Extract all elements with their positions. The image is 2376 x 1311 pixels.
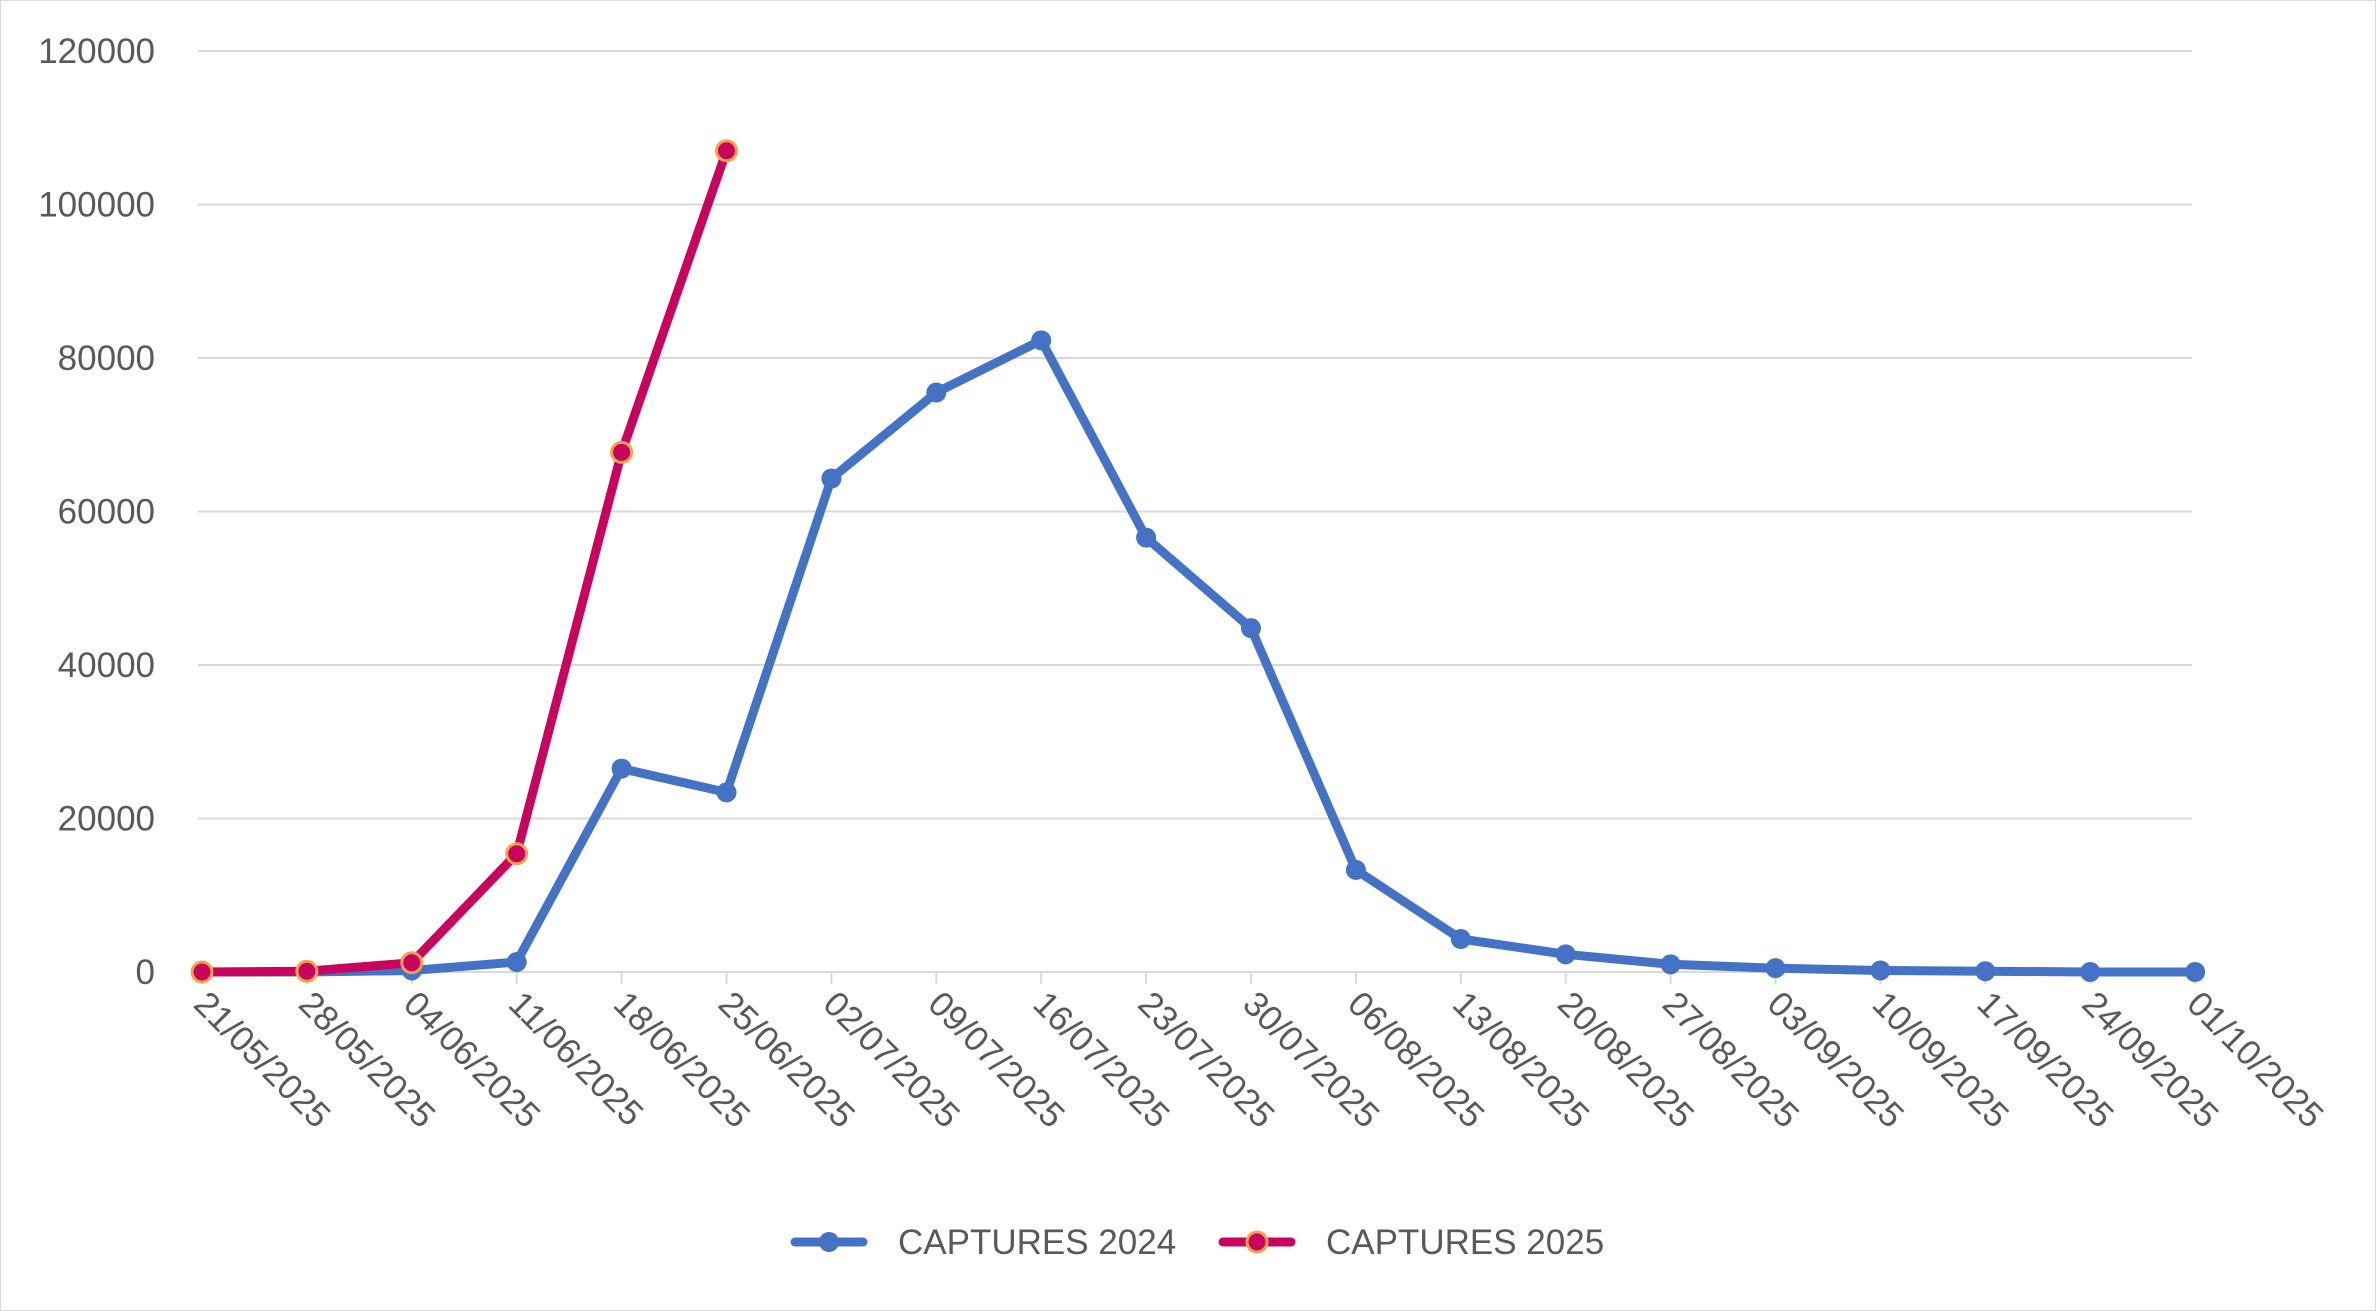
legend: CAPTURES 2024 CAPTURES 2025 bbox=[790, 1223, 1604, 1262]
data-point bbox=[1136, 527, 1157, 548]
x-axis-tick-labels: 21/05/202528/05/202504/06/202511/06/2025… bbox=[186, 972, 2331, 1136]
data-point bbox=[821, 468, 842, 489]
data-point bbox=[611, 758, 632, 779]
data-point bbox=[2080, 962, 2101, 982]
legend-swatch-marker bbox=[819, 1232, 839, 1252]
data-point bbox=[1870, 960, 1891, 981]
legend-label: CAPTURES 2024 bbox=[898, 1223, 1176, 1262]
legend-item: CAPTURES 2025 bbox=[1218, 1223, 1604, 1262]
data-point bbox=[926, 382, 947, 403]
data-point bbox=[506, 952, 527, 973]
series-layer bbox=[190, 139, 2206, 984]
data-point bbox=[400, 951, 424, 975]
series-2 bbox=[190, 139, 738, 984]
data-point bbox=[610, 440, 634, 464]
series-line bbox=[197, 335, 2200, 977]
y-tick-label: 120000 bbox=[38, 32, 155, 71]
data-point bbox=[1345, 859, 1366, 880]
data-point bbox=[1975, 961, 1996, 982]
data-point bbox=[716, 782, 737, 803]
y-tick-label: 80000 bbox=[58, 339, 155, 378]
data-point bbox=[1450, 928, 1471, 949]
y-tick-label: 0 bbox=[136, 953, 155, 992]
data-point bbox=[2185, 962, 2206, 982]
legend-label: CAPTURES 2025 bbox=[1326, 1223, 1604, 1262]
data-point bbox=[295, 959, 319, 983]
data-point bbox=[1241, 618, 1261, 639]
data-point bbox=[190, 960, 214, 984]
gridlines bbox=[198, 50, 2192, 973]
series-line bbox=[197, 146, 731, 977]
legend-swatch-marker bbox=[1245, 1230, 1269, 1254]
data-point bbox=[715, 139, 738, 163]
y-tick-label: 100000 bbox=[38, 186, 155, 225]
data-point bbox=[1660, 954, 1681, 975]
y-tick-label: 20000 bbox=[58, 800, 155, 839]
data-point bbox=[1555, 944, 1576, 965]
data-point bbox=[1031, 330, 1052, 351]
y-axis-tick-labels: 0 20000 40000 60000 80000 100000 120000 bbox=[38, 32, 155, 992]
legend-item: CAPTURES 2024 bbox=[790, 1223, 1176, 1262]
y-tick-label: 60000 bbox=[58, 493, 155, 532]
y-tick-label: 40000 bbox=[58, 646, 155, 685]
data-point bbox=[1765, 958, 1786, 979]
series-1 bbox=[192, 330, 2206, 982]
data-point bbox=[505, 842, 529, 866]
